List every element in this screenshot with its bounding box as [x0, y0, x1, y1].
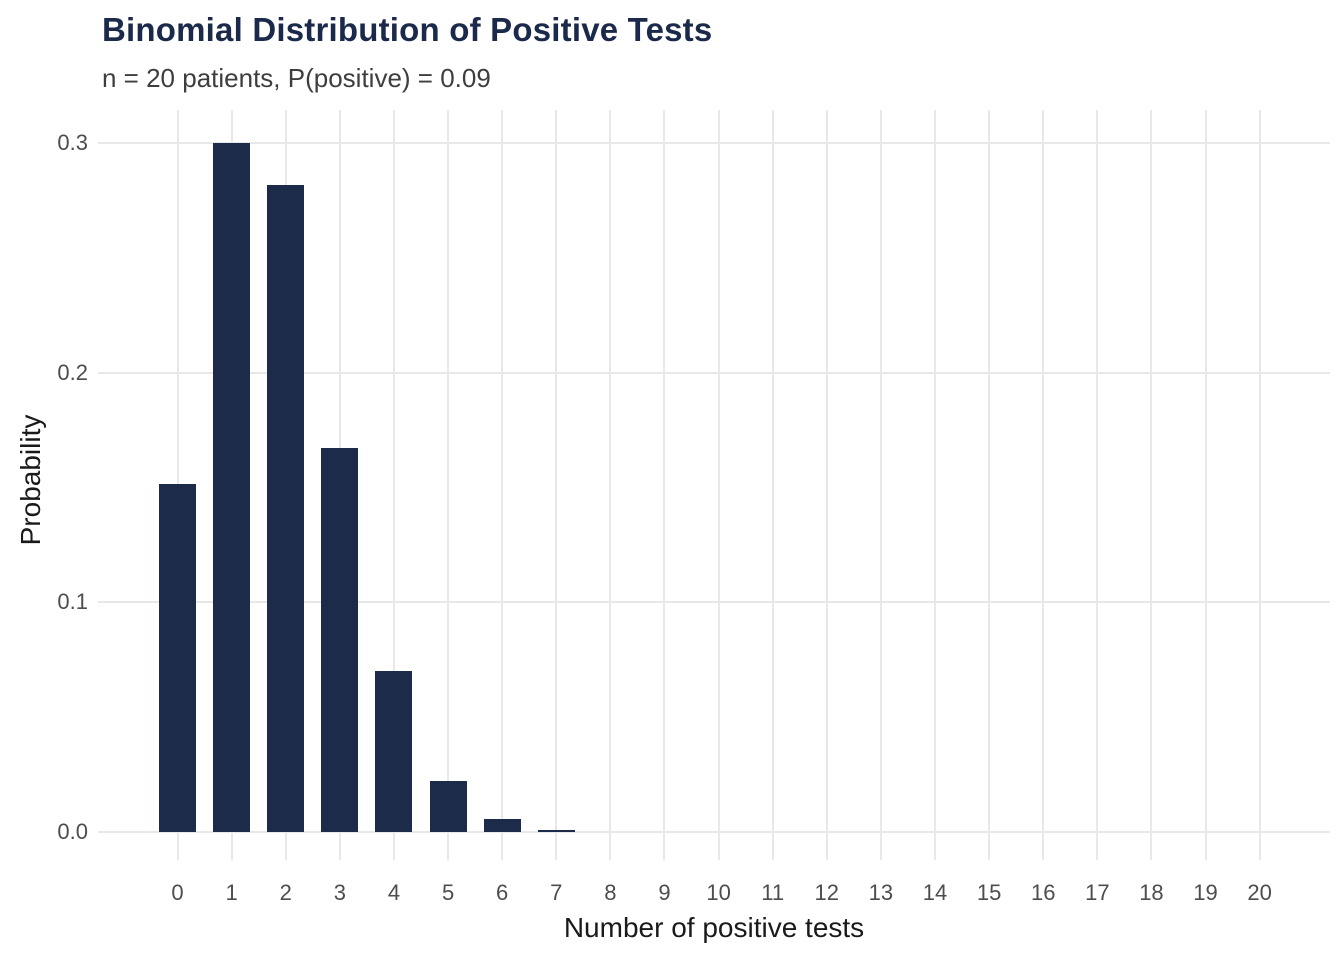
x-tick-label-18: 18 — [1139, 880, 1164, 905]
y-gridline-0.1 — [98, 601, 1330, 604]
x-tick-label-5: 5 — [441, 880, 455, 905]
bar-x7 — [537, 829, 575, 832]
bar-x5 — [429, 780, 467, 832]
x-tick-mark-13 — [879, 832, 882, 860]
x-tick-mark-17 — [1096, 832, 1099, 860]
x-tick-mark-19 — [1204, 832, 1207, 860]
x-tick-label-19: 19 — [1193, 880, 1218, 905]
x-tick-mark-7 — [555, 832, 558, 860]
chart-subtitle: n = 20 patients, P(positive) = 0.09 — [102, 63, 491, 93]
x-gridline-15 — [988, 110, 991, 832]
x-tick-mark-3 — [338, 832, 341, 860]
x-gridline-9 — [663, 110, 666, 832]
x-gridline-10 — [717, 110, 720, 832]
x-gridline-20 — [1258, 110, 1261, 832]
x-gridline-19 — [1204, 110, 1207, 832]
bar-x6 — [483, 819, 521, 832]
y-tick-label-0.2: 0.2 — [57, 359, 88, 385]
x-gridline-16 — [1042, 110, 1045, 832]
x-tick-label-6: 6 — [496, 880, 509, 905]
x-gridline-13 — [879, 110, 882, 832]
x-tick-label-12: 12 — [814, 880, 840, 905]
x-tick-mark-6 — [501, 832, 504, 860]
x-gridline-8 — [609, 110, 612, 832]
x-tick-mark-15 — [988, 832, 991, 860]
x-tick-label-15: 15 — [976, 880, 1002, 905]
y-axis-title: Probability — [15, 414, 46, 546]
x-tick-label-0: 0 — [171, 880, 184, 905]
x-gridline-4 — [392, 110, 395, 832]
bar-x2 — [267, 184, 305, 832]
y-tick-label-0.0: 0.0 — [57, 819, 88, 844]
bar-x3 — [321, 447, 359, 832]
x-tick-mark-9 — [663, 832, 666, 860]
x-tick-mark-8 — [609, 832, 612, 860]
x-tick-label-20: 20 — [1247, 880, 1272, 905]
x-gridline-11 — [771, 110, 774, 832]
x-tick-mark-10 — [717, 832, 720, 860]
x-tick-mark-0 — [176, 832, 179, 860]
x-gridline-18 — [1150, 110, 1153, 832]
x-gridline-5 — [447, 110, 450, 832]
x-tick-label-8: 8 — [604, 880, 617, 905]
y-tick-label-0.3: 0.3 — [57, 130, 88, 156]
x-tick-mark-5 — [447, 832, 450, 860]
chart-title: Binomial Distribution of Positive Tests — [102, 11, 713, 48]
x-tick-mark-1 — [230, 832, 233, 860]
bar-x4 — [375, 670, 413, 832]
x-tick-label-16: 16 — [1030, 880, 1056, 905]
x-gridline-0 — [176, 110, 179, 832]
x-tick-label-7: 7 — [550, 880, 563, 905]
bar-x0 — [159, 483, 197, 832]
x-tick-mark-16 — [1042, 832, 1045, 860]
x-gridline-7 — [555, 110, 558, 832]
y-gridline-0.0 — [98, 831, 1330, 833]
x-tick-mark-11 — [771, 832, 774, 860]
x-tick-label-9: 9 — [658, 880, 671, 905]
y-gridline-0.2 — [98, 371, 1330, 374]
x-axis-title: Number of positive tests — [563, 912, 865, 943]
x-tick-label-10: 10 — [706, 880, 731, 905]
x-gridline-14 — [934, 110, 937, 832]
x-gridline-12 — [825, 110, 828, 832]
x-tick-label-3: 3 — [333, 880, 346, 905]
x-tick-label-1: 1 — [225, 880, 238, 905]
x-tick-mark-14 — [934, 832, 937, 860]
x-tick-mark-4 — [392, 832, 395, 860]
x-tick-label-17: 17 — [1085, 880, 1110, 905]
x-tick-label-11: 11 — [761, 880, 785, 905]
x-tick-mark-20 — [1258, 832, 1261, 860]
x-tick-label-13: 13 — [868, 880, 894, 905]
x-tick-mark-2 — [284, 832, 287, 860]
x-tick-label-14: 14 — [922, 880, 948, 905]
x-tick-mark-12 — [825, 832, 828, 860]
y-gridline-0.3 — [98, 142, 1330, 145]
x-gridline-17 — [1096, 110, 1099, 832]
bar-x1 — [213, 143, 251, 832]
x-tick-mark-18 — [1150, 832, 1153, 860]
x-tick-label-2: 2 — [279, 880, 292, 905]
x-tick-label-4: 4 — [387, 880, 401, 905]
x-gridline-6 — [501, 110, 504, 832]
plot-panel — [98, 110, 1330, 833]
y-tick-label-0.1: 0.1 — [57, 589, 88, 615]
